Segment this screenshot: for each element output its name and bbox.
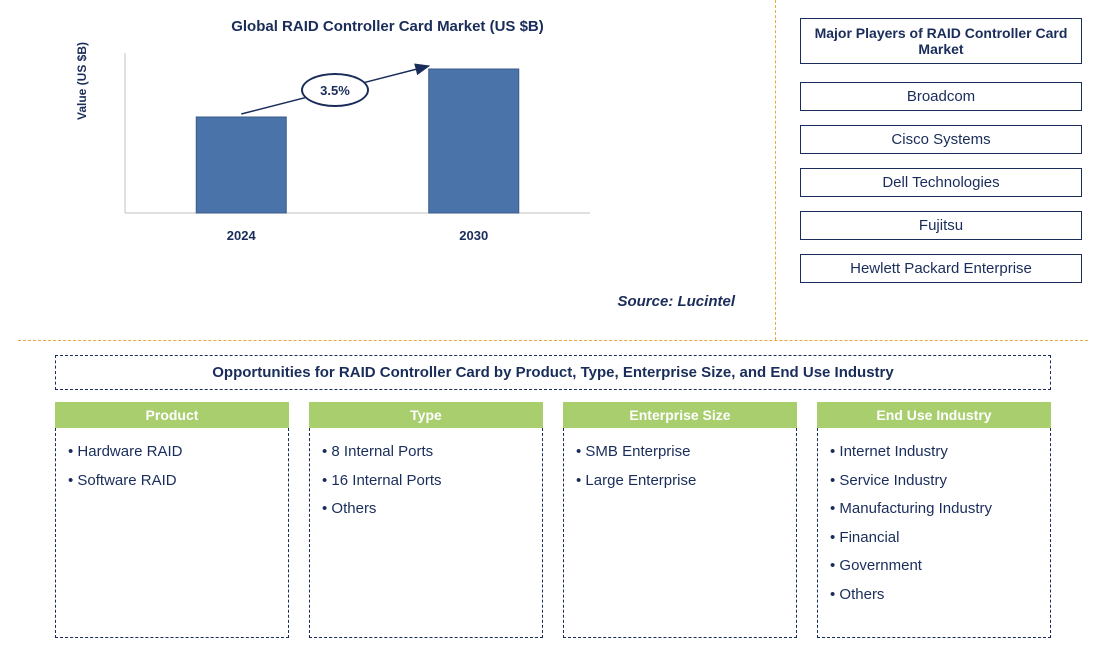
opportunity-column: Enterprise SizeSMB EnterpriseLarge Enter… — [563, 402, 797, 638]
growth-label-text: 3.5% — [320, 83, 350, 98]
opportunity-column-header: Product — [55, 402, 289, 428]
y-axis-label: Value (US $B) — [75, 42, 89, 120]
x-tick-label: 2024 — [227, 228, 256, 243]
player-box: Dell Technologies — [800, 168, 1082, 197]
opportunity-item: Software RAID — [68, 467, 276, 496]
opportunity-item: SMB Enterprise — [576, 438, 784, 467]
opportunity-column: Type8 Internal Ports16 Internal PortsOth… — [309, 402, 543, 638]
opportunity-column-header: End Use Industry — [817, 402, 1051, 428]
opportunity-column-body: Hardware RAIDSoftware RAID — [55, 428, 289, 638]
chart-title: Global RAID Controller Card Market (US $… — [0, 18, 775, 35]
opportunity-item: Others — [322, 495, 530, 524]
opportunities-columns: ProductHardware RAIDSoftware RAIDType8 I… — [0, 402, 1106, 638]
opportunities-title: Opportunities for RAID Controller Card b… — [55, 355, 1051, 390]
chart-area: Global RAID Controller Card Market (US $… — [0, 0, 776, 340]
horizontal-divider — [18, 340, 1088, 341]
player-box: Fujitsu — [800, 211, 1082, 240]
opportunity-column-body: Internet IndustryService IndustryManufac… — [817, 428, 1051, 638]
opportunity-column-header: Enterprise Size — [563, 402, 797, 428]
opportunity-item: Financial — [830, 524, 1038, 553]
player-box: Broadcom — [800, 82, 1082, 111]
player-box: Cisco Systems — [800, 125, 1082, 154]
opportunity-item: 8 Internal Ports — [322, 438, 530, 467]
top-section: Global RAID Controller Card Market (US $… — [0, 0, 1106, 340]
x-tick-label: 2030 — [459, 228, 488, 243]
opportunity-item: Hardware RAID — [68, 438, 276, 467]
opportunity-item: Government — [830, 552, 1038, 581]
major-players-panel: Major Players of RAID Controller Card Ma… — [776, 0, 1106, 340]
opportunity-item: Service Industry — [830, 467, 1038, 496]
source-text: Source: Lucintel — [617, 293, 735, 310]
opportunity-column: End Use IndustryInternet IndustryService… — [817, 402, 1051, 638]
opportunity-column-header: Type — [309, 402, 543, 428]
opportunity-item: Internet Industry — [830, 438, 1038, 467]
opportunity-column: ProductHardware RAIDSoftware RAID — [55, 402, 289, 638]
bar-chart-svg — [120, 53, 640, 253]
growth-label-oval: 3.5% — [301, 73, 369, 107]
player-box: Hewlett Packard Enterprise — [800, 254, 1082, 283]
opportunity-column-body: SMB EnterpriseLarge Enterprise — [563, 428, 797, 638]
opportunity-item: 16 Internal Ports — [322, 467, 530, 496]
opportunity-item: Large Enterprise — [576, 467, 784, 496]
opportunity-column-body: 8 Internal Ports16 Internal PortsOthers — [309, 428, 543, 638]
opportunity-item: Manufacturing Industry — [830, 495, 1038, 524]
opportunity-item: Others — [830, 581, 1038, 610]
chart-container: 2024 2030 3.5% — [120, 53, 715, 243]
major-players-title: Major Players of RAID Controller Card Ma… — [800, 18, 1082, 64]
major-players-list: Broadcom Cisco Systems Dell Technologies Fu… — [800, 82, 1082, 283]
